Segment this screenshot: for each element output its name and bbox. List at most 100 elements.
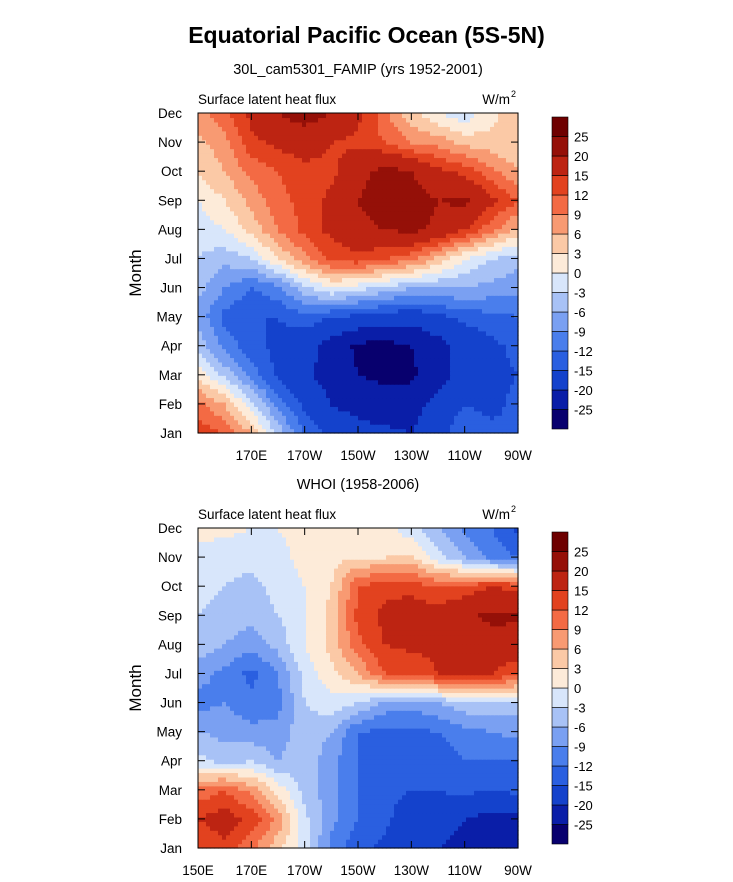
heatmap-cell <box>374 179 379 185</box>
heatmap-cell <box>338 206 343 212</box>
heatmap-cell <box>278 406 283 412</box>
heatmap-cell <box>402 397 407 403</box>
heatmap-cell <box>390 304 395 310</box>
heatmap-cell <box>310 210 315 216</box>
heatmap-cell <box>266 175 271 181</box>
heatmap-cell <box>314 215 319 221</box>
heatmap-cell <box>402 197 407 203</box>
heatmap-cell <box>466 375 471 381</box>
heatmap-cell <box>242 428 247 434</box>
heatmap-cell <box>222 424 227 430</box>
heatmap-cell <box>314 370 319 376</box>
heatmap-cell <box>218 210 223 216</box>
heatmap-cell <box>418 313 423 319</box>
heatmap-cell <box>302 335 307 341</box>
heatmap-cell <box>358 406 363 412</box>
heatmap-cell <box>270 255 275 261</box>
heatmap-cell <box>238 224 243 230</box>
heatmap-cell <box>294 321 299 327</box>
heatmap-cell <box>458 419 463 425</box>
heatmap-cell <box>298 335 303 341</box>
heatmap-cell <box>226 277 231 283</box>
heatmap-cell <box>206 219 211 225</box>
heatmap-cell <box>398 170 403 176</box>
heatmap-cell <box>482 184 487 190</box>
heatmap-cell <box>438 268 443 274</box>
heatmap-cell <box>254 375 259 381</box>
heatmap-cell <box>262 428 267 434</box>
heatmap-cell <box>386 415 391 421</box>
heatmap-cell <box>310 188 315 194</box>
heatmap-cell <box>490 397 495 403</box>
heatmap-cell <box>342 290 347 296</box>
heatmap-cell <box>350 201 355 207</box>
heatmap-cell <box>202 424 207 430</box>
heatmap-cell <box>306 188 311 194</box>
heatmap-cell <box>474 299 479 305</box>
heatmap-cell <box>510 393 515 399</box>
heatmap-cell <box>274 384 279 390</box>
heatmap-cell <box>418 224 423 230</box>
heatmap-cell <box>202 317 207 323</box>
heatmap-cell <box>250 424 255 430</box>
heatmap-cell <box>374 406 379 412</box>
heatmap-cell <box>198 375 203 381</box>
heatmap-cell <box>398 219 403 225</box>
heatmap-cell <box>234 353 239 359</box>
heatmap-cell <box>306 264 311 270</box>
heatmap-cell <box>358 157 363 163</box>
heatmap-cell <box>206 259 211 265</box>
heatmap-cell <box>234 388 239 394</box>
heatmap-cell <box>206 366 211 372</box>
heatmap-cell <box>478 241 483 247</box>
heatmap-cell <box>446 206 451 212</box>
heatmap-cell <box>370 388 375 394</box>
heatmap-cell <box>254 366 259 372</box>
heatmap-cell <box>278 246 283 252</box>
heatmap-cell <box>390 410 395 416</box>
heatmap-cell <box>478 428 483 434</box>
heatmap-cell <box>294 335 299 341</box>
heatmap-cell <box>322 335 327 341</box>
heatmap-cell <box>474 415 479 421</box>
heatmap-cell <box>246 330 251 336</box>
heatmap-cell <box>382 410 387 416</box>
heatmap-cell <box>482 393 487 399</box>
heatmap-cell <box>302 281 307 287</box>
heatmap-cell <box>330 344 335 350</box>
heatmap-cell <box>206 161 211 167</box>
heatmap-cell <box>206 330 211 336</box>
heatmap-cell <box>246 264 251 270</box>
heatmap-cell <box>210 339 215 345</box>
heatmap-cell <box>274 335 279 341</box>
heatmap-cell <box>458 197 463 203</box>
heatmap-cell <box>366 184 371 190</box>
heatmap-cell <box>430 410 435 416</box>
heatmap-cell <box>350 228 355 234</box>
heatmap-cell <box>442 295 447 301</box>
heatmap-cell <box>302 415 307 421</box>
heatmap-cell <box>322 428 327 434</box>
heatmap-cell <box>222 339 227 345</box>
heatmap-cell <box>426 361 431 367</box>
heatmap-cell <box>418 210 423 216</box>
heatmap-cell <box>418 268 423 274</box>
heatmap-cell <box>334 215 339 221</box>
heatmap-cell <box>306 379 311 385</box>
heatmap-cell <box>266 299 271 305</box>
heatmap-cell <box>218 348 223 354</box>
heatmap-cell <box>226 184 231 190</box>
heatmap-cell <box>298 219 303 225</box>
heatmap-cell <box>338 361 343 367</box>
heatmap-cell <box>226 353 231 359</box>
heatmap-cell <box>338 215 343 221</box>
heatmap-cell <box>458 357 463 363</box>
heatmap-cell <box>334 268 339 274</box>
heatmap-cell <box>498 397 503 403</box>
heatmap-cell <box>262 388 267 394</box>
heatmap-cell <box>242 353 247 359</box>
heatmap-cell <box>374 201 379 207</box>
heatmap-cell <box>510 397 515 403</box>
heatmap-cell <box>414 281 419 287</box>
heatmap-cell <box>462 157 467 163</box>
